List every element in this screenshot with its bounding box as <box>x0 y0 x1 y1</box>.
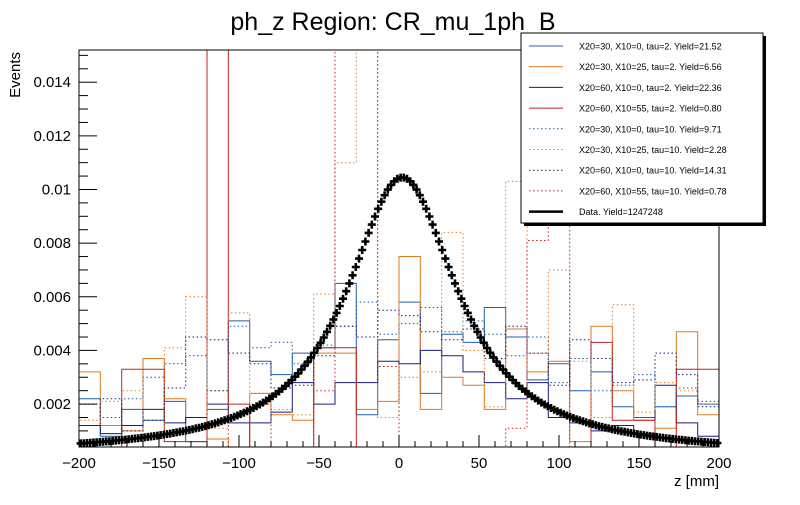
data-point-91 <box>367 220 376 229</box>
data-point-83 <box>342 287 351 296</box>
data-point-121 <box>463 308 472 317</box>
data-point-92 <box>371 212 379 221</box>
data-point-107 <box>419 197 427 206</box>
axis-layer: −200 −150 −100 −50 0 50 100 150 200 0.002 0.004 0.0… <box>33 54 732 472</box>
data-point-88 <box>358 246 367 254</box>
legend-entry-3: X20=60, X10=55, tau=2. Yield=0.80 <box>579 104 722 114</box>
x-tick-label-4: 0 <box>395 455 403 472</box>
y-tick-label-6: 0.014 <box>33 74 71 91</box>
data-point-81 <box>335 302 344 310</box>
data-point-80 <box>332 308 341 317</box>
x-tick-label-8: 200 <box>706 455 731 472</box>
data-point-93 <box>374 204 383 213</box>
data-point-127 <box>483 344 491 352</box>
y-tick-label-5: 0.012 <box>33 128 71 145</box>
data-point-199 <box>713 439 722 447</box>
x-tick-label-7: 150 <box>626 455 651 472</box>
x-tick-label-1: −150 <box>142 455 176 472</box>
x-tick-label-3: −50 <box>306 455 331 472</box>
x-tick-label-5: 50 <box>471 455 488 472</box>
data-point-89 <box>361 237 370 246</box>
data-point-119 <box>457 294 466 303</box>
x-tick-label-2: −100 <box>222 455 256 472</box>
data-point-111 <box>431 228 440 237</box>
y-tick-label-1: 0.004 <box>33 342 71 359</box>
data-point-82 <box>339 294 347 303</box>
legend-entry-1: X20=30, X10=25, tau=2. Yield=6.56 <box>579 62 722 72</box>
data-point-106 <box>415 191 424 200</box>
y-tick-label-2: 0.006 <box>33 289 71 306</box>
data-point-84 <box>345 279 354 288</box>
series-line-4 <box>78 301 720 447</box>
data-point-109 <box>425 212 434 221</box>
y-tick-label-3: 0.008 <box>33 235 71 252</box>
data-point-74 <box>313 344 322 352</box>
data-point-118 <box>454 287 463 296</box>
series-line-2 <box>78 349 720 447</box>
data-point-117 <box>451 279 459 288</box>
legend-entry-4: X20=30, X10=0, tau=10. Yield=9.71 <box>579 124 722 134</box>
legend-entry-2: X20=60, X10=0, tau=2. Yield=22.36 <box>579 83 722 93</box>
data-point-104 <box>409 180 418 189</box>
legend-entry-7: X20=60, X10=55, tau=10. Yield=0.78 <box>579 186 727 196</box>
data-point-87 <box>355 254 363 263</box>
data-point-113 <box>438 246 447 254</box>
data-point-90 <box>364 228 373 237</box>
legend-entry-5: X20=30, X10=25, tau=10. Yield=2.28 <box>579 145 727 155</box>
y-tick-label-4: 0.01 <box>42 181 71 198</box>
series-line-1 <box>78 256 720 448</box>
data-point-122 <box>467 315 475 324</box>
data-point-95 <box>380 191 389 200</box>
data-point-130 <box>492 357 501 366</box>
data-point-112 <box>435 237 443 246</box>
data-point-73 <box>310 348 319 357</box>
legend-entry-0: X20=30, X10=0, tau=2. Yield=21.52 <box>579 42 722 52</box>
data-point-96 <box>383 185 392 194</box>
data-point-86 <box>351 263 360 271</box>
legend-entry-6: X20=60, X10=0, tau=10. Yield=14.31 <box>579 166 727 176</box>
data-points-layer <box>76 173 722 448</box>
data-point-78 <box>326 321 335 330</box>
data-point-105 <box>412 185 421 194</box>
data-point-70 <box>300 361 309 370</box>
data-point-123 <box>470 321 479 330</box>
data-point-79 <box>329 315 338 324</box>
data-point-77 <box>323 327 331 336</box>
data-point-108 <box>422 204 431 213</box>
x-axis-label: z [mm] <box>674 473 719 490</box>
data-point-110 <box>428 220 437 229</box>
x-tick-label-6: 100 <box>546 455 571 472</box>
legend: X20=30, X10=0, tau=2. Yield=21.52 X20=30,… <box>520 32 766 226</box>
data-point-128 <box>486 348 495 357</box>
data-point-76 <box>319 333 328 342</box>
data-point-114 <box>441 254 450 263</box>
data-point-75 <box>316 338 325 347</box>
data-point-125 <box>476 333 485 342</box>
data-point-115 <box>444 263 453 271</box>
legend-entry-8: Data. Yield=1247248 <box>579 207 663 217</box>
data-point-116 <box>447 271 456 280</box>
data-point-72 <box>307 353 315 362</box>
series-line-5 <box>78 49 720 447</box>
data-point-126 <box>479 338 488 347</box>
x-tick-label-0: −200 <box>62 455 96 472</box>
data-point-85 <box>348 271 357 280</box>
data-point-129 <box>489 353 498 362</box>
y-axis-label: Events <box>7 52 24 98</box>
y-tick-label-0: 0.002 <box>33 396 71 413</box>
chart-title: ph_z Region: CR_mu_1ph_B <box>230 8 555 36</box>
data-point-120 <box>460 302 469 310</box>
data-point-94 <box>377 197 386 206</box>
data-point-124 <box>473 327 482 336</box>
data-point-71 <box>303 357 312 366</box>
